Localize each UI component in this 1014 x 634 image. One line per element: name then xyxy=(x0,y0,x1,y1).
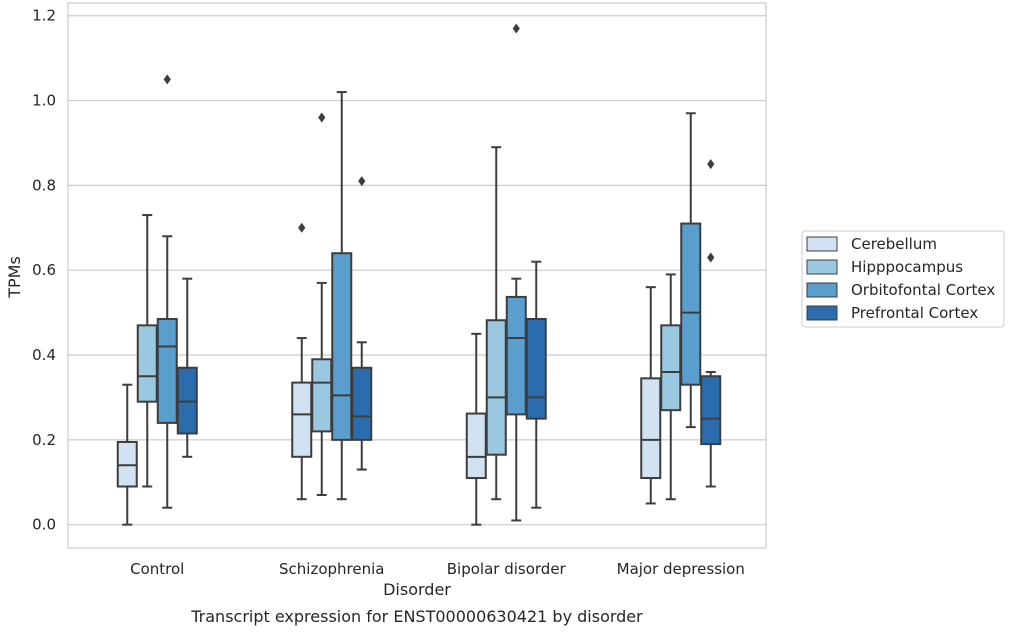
box-group xyxy=(485,146,507,501)
box xyxy=(660,324,682,412)
y-tick-label: 0.0 xyxy=(32,516,56,534)
plot-background xyxy=(68,3,766,548)
outlier-point xyxy=(318,112,326,123)
box-group xyxy=(331,91,353,501)
outlier-point xyxy=(512,23,520,34)
outlier-point xyxy=(298,222,306,233)
y-tick-label: 0.8 xyxy=(32,176,56,194)
box xyxy=(680,222,702,386)
box-group xyxy=(311,112,333,496)
box xyxy=(485,319,507,456)
box-group xyxy=(680,112,702,429)
x-axis-label: Disorder xyxy=(383,580,451,599)
y-tick-label: 0.4 xyxy=(32,346,56,364)
box xyxy=(505,295,527,416)
box xyxy=(465,412,487,480)
box xyxy=(351,366,373,441)
y-axis-label: TPMs xyxy=(5,256,24,299)
legend-frame xyxy=(801,230,1005,328)
box-group xyxy=(351,176,373,471)
box xyxy=(311,358,333,433)
x-tick-labels: Control Schizophrenia Bipolar disorder Majo… xyxy=(130,560,745,578)
box xyxy=(331,252,353,441)
legend-label: Cerebellum xyxy=(851,235,937,253)
box-groups xyxy=(116,23,722,526)
x-tick-label: Schizophrenia xyxy=(279,560,384,578)
x-tick-label: Major depression xyxy=(617,560,745,578)
y-tick-label: 1.2 xyxy=(32,7,56,25)
outlier-point xyxy=(163,74,171,85)
legend-swatch xyxy=(806,259,838,275)
y-tick-label: 1.0 xyxy=(32,92,56,110)
box-group xyxy=(640,286,662,505)
legend-swatch xyxy=(806,305,838,321)
outlier-point xyxy=(707,159,715,170)
box-group xyxy=(465,332,487,526)
box-group xyxy=(156,74,178,509)
box xyxy=(700,375,722,446)
box-group xyxy=(176,277,198,458)
box xyxy=(640,377,662,480)
legend: Cerebellum Hipppocampus Orbitofontal Corte… xyxy=(801,230,1005,328)
plot-frame xyxy=(67,2,767,549)
box-group xyxy=(116,383,138,526)
box xyxy=(156,317,178,424)
legend-swatch xyxy=(806,282,838,298)
box xyxy=(291,381,313,458)
figure-caption: Transcript expression for ENST0000063042… xyxy=(190,607,643,626)
y-gridlines xyxy=(68,15,766,526)
outlier-point xyxy=(707,252,715,263)
box xyxy=(136,324,158,403)
outlier-point xyxy=(358,176,366,187)
box xyxy=(116,440,138,488)
box xyxy=(176,366,198,435)
legend-label: Hipppocampus xyxy=(851,258,963,276)
box-group xyxy=(700,159,722,488)
y-tick-labels: 0.0 0.2 0.4 0.6 0.8 1.0 1.2 xyxy=(32,7,56,534)
legend-label: Orbitofontal Cortex xyxy=(851,281,995,299)
y-tick-label: 0.6 xyxy=(32,261,56,279)
legend-label: Prefrontal Cortex xyxy=(851,304,978,322)
box-group xyxy=(525,260,547,509)
legend-swatch xyxy=(806,236,838,252)
x-tick-label: Control xyxy=(130,560,184,578)
box xyxy=(525,317,547,420)
y-tick-label: 0.2 xyxy=(32,431,56,449)
box-group xyxy=(291,222,313,501)
x-tick-label: Bipolar disorder xyxy=(447,560,567,578)
